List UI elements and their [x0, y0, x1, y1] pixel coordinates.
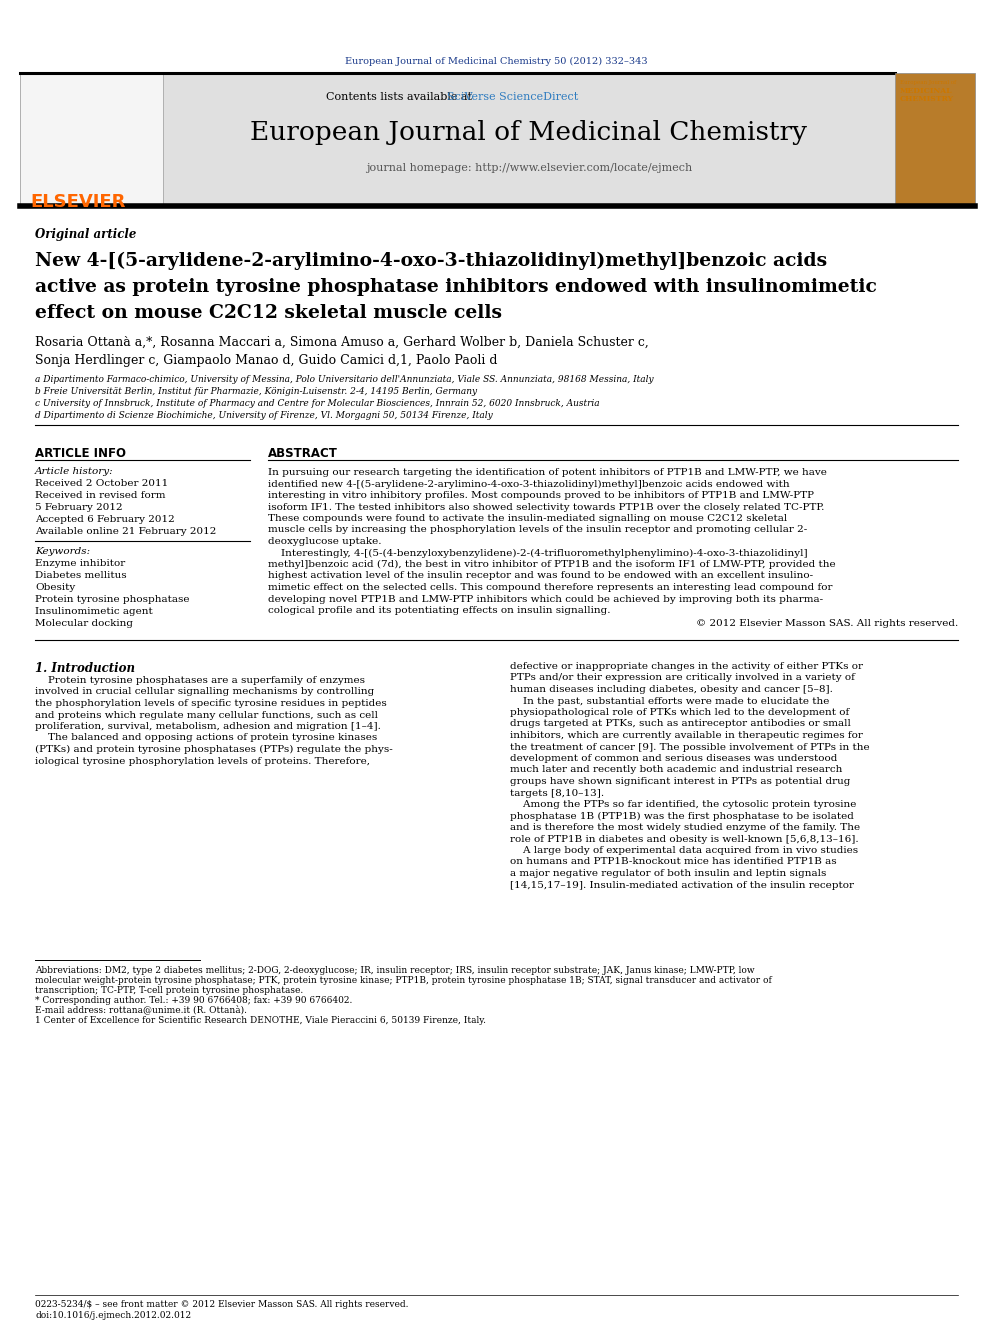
- Text: human diseases including diabetes, obesity and cancer [5–8].: human diseases including diabetes, obesi…: [510, 685, 833, 695]
- Text: d Dipartimento di Scienze Biochimiche, University of Firenze, Vl. Morgagni 50, 5: d Dipartimento di Scienze Biochimiche, U…: [35, 411, 493, 419]
- Text: cological profile and its potentiating effects on insulin signalling.: cological profile and its potentiating e…: [268, 606, 610, 615]
- Text: Among the PTPs so far identified, the cytosolic protein tyrosine: Among the PTPs so far identified, the cy…: [510, 800, 856, 808]
- Text: isoform IF1. The tested inhibitors also showed selectivity towards PTP1B over th: isoform IF1. The tested inhibitors also …: [268, 503, 824, 512]
- Text: a Dipartimento Farmaco-chimico, University of Messina, Polo Universitario dell'A: a Dipartimento Farmaco-chimico, Universi…: [35, 374, 654, 384]
- Text: proliferation, survival, metabolism, adhesion and migration [1–4].: proliferation, survival, metabolism, adh…: [35, 722, 381, 732]
- Text: Received in revised form: Received in revised form: [35, 491, 166, 500]
- Text: Received 2 October 2011: Received 2 October 2011: [35, 479, 169, 488]
- Text: Keywords:: Keywords:: [35, 546, 90, 556]
- Text: Enzyme inhibitor: Enzyme inhibitor: [35, 560, 125, 568]
- Text: 1. Introduction: 1. Introduction: [35, 662, 135, 675]
- Text: targets [8,10–13].: targets [8,10–13].: [510, 789, 604, 798]
- Text: [14,15,17–19]. Insulin-mediated activation of the insulin receptor: [14,15,17–19]. Insulin-mediated activati…: [510, 881, 854, 889]
- Text: and proteins which regulate many cellular functions, such as cell: and proteins which regulate many cellula…: [35, 710, 378, 720]
- Text: effect on mouse C2C12 skeletal muscle cells: effect on mouse C2C12 skeletal muscle ce…: [35, 304, 502, 321]
- Text: Sonja Herdlinger c, Giampaolo Manao d, Guido Camici d,1, Paolo Paoli d: Sonja Herdlinger c, Giampaolo Manao d, G…: [35, 355, 498, 366]
- Text: CHEMISTRY: CHEMISTRY: [900, 95, 954, 103]
- Text: Article history:: Article history:: [35, 467, 114, 476]
- Text: physiopathological role of PTKs which led to the development of: physiopathological role of PTKs which le…: [510, 708, 849, 717]
- Text: Protein tyrosine phosphatases are a superfamily of enzymes: Protein tyrosine phosphatases are a supe…: [35, 676, 365, 685]
- Text: The balanced and opposing actions of protein tyrosine kinases: The balanced and opposing actions of pro…: [35, 733, 377, 742]
- Text: Interestingly, 4-[(5-(4-benzyloxybenzylidene)-2-(4-trifluoromethylphenylimino)-4: Interestingly, 4-[(5-(4-benzyloxybenzyli…: [268, 549, 807, 557]
- Text: European Journal of Medicinal Chemistry: European Journal of Medicinal Chemistry: [251, 120, 807, 146]
- Text: phosphatase 1B (PTP1B) was the first phosphatase to be isolated: phosphatase 1B (PTP1B) was the first pho…: [510, 811, 854, 820]
- Text: Rosaria Ottanà a,*, Rosanna Maccari a, Simona Amuso a, Gerhard Wolber b, Daniela: Rosaria Ottanà a,*, Rosanna Maccari a, S…: [35, 336, 649, 349]
- Text: involved in crucial cellular signalling mechanisms by controlling: involved in crucial cellular signalling …: [35, 688, 374, 696]
- Text: doi:10.1016/j.ejmech.2012.02.012: doi:10.1016/j.ejmech.2012.02.012: [35, 1311, 191, 1320]
- Text: deoxyglucose uptake.: deoxyglucose uptake.: [268, 537, 382, 546]
- Text: much later and recently both academic and industrial research: much later and recently both academic an…: [510, 766, 842, 774]
- Text: European Journal of: European Journal of: [900, 79, 956, 85]
- Bar: [20, 73, 163, 206]
- Text: defective or inappropriate changes in the activity of either PTKs or: defective or inappropriate changes in th…: [510, 662, 863, 671]
- Text: In pursuing our research targeting the identification of potent inhibitors of PT: In pursuing our research targeting the i…: [268, 468, 827, 478]
- Text: and is therefore the most widely studied enzyme of the family. The: and is therefore the most widely studied…: [510, 823, 860, 832]
- Text: Obesity: Obesity: [35, 583, 75, 591]
- Text: ELSEVIER: ELSEVIER: [30, 193, 125, 210]
- Text: Insulinomimetic agent: Insulinomimetic agent: [35, 607, 153, 617]
- Text: New 4-[(5-arylidene-2-arylimino-4-oxo-3-thiazolidinyl)methyl]benzoic acids: New 4-[(5-arylidene-2-arylimino-4-oxo-3-…: [35, 251, 827, 270]
- Text: mimetic effect on the selected cells. This compound therefore represents an inte: mimetic effect on the selected cells. Th…: [268, 583, 832, 591]
- Text: SciVerse ScienceDirect: SciVerse ScienceDirect: [446, 93, 578, 102]
- Text: on humans and PTP1B-knockout mice has identified PTP1B as: on humans and PTP1B-knockout mice has id…: [510, 857, 836, 867]
- Text: ARTICLE INFO: ARTICLE INFO: [35, 447, 126, 460]
- Text: role of PTP1B in diabetes and obesity is well-known [5,6,8,13–16].: role of PTP1B in diabetes and obesity is…: [510, 835, 859, 844]
- Text: PTPs and/or their expression are critically involved in a variety of: PTPs and/or their expression are critica…: [510, 673, 855, 683]
- Text: A large body of experimental data acquired from in vivo studies: A large body of experimental data acquir…: [510, 845, 858, 855]
- Text: Original article: Original article: [35, 228, 136, 241]
- Text: active as protein tyrosine phosphatase inhibitors endowed with insulinomimetic: active as protein tyrosine phosphatase i…: [35, 278, 877, 296]
- Text: MEDICINAL: MEDICINAL: [900, 87, 952, 95]
- Text: inhibitors, which are currently available in therapeutic regimes for: inhibitors, which are currently availabl…: [510, 732, 863, 740]
- Text: © 2012 Elsevier Masson SAS. All rights reserved.: © 2012 Elsevier Masson SAS. All rights r…: [695, 619, 958, 628]
- Text: 0223-5234/$ – see front matter © 2012 Elsevier Masson SAS. All rights reserved.: 0223-5234/$ – see front matter © 2012 El…: [35, 1301, 409, 1308]
- Text: Molecular docking: Molecular docking: [35, 619, 133, 628]
- Text: Available online 21 February 2012: Available online 21 February 2012: [35, 527, 216, 536]
- Text: Accepted 6 February 2012: Accepted 6 February 2012: [35, 515, 175, 524]
- Text: groups have shown significant interest in PTPs as potential drug: groups have shown significant interest i…: [510, 777, 850, 786]
- Text: development of common and serious diseases was understood: development of common and serious diseas…: [510, 754, 837, 763]
- Text: ABSTRACT: ABSTRACT: [268, 447, 338, 460]
- Text: In the past, substantial efforts were made to elucidate the: In the past, substantial efforts were ma…: [510, 696, 829, 705]
- Text: drugs targeted at PTKs, such as antireceptor antibodies or small: drugs targeted at PTKs, such as antirece…: [510, 720, 851, 729]
- Text: methyl]benzoic acid (7d), the best in vitro inhibitor of PTP1B and the isoform I: methyl]benzoic acid (7d), the best in vi…: [268, 560, 835, 569]
- Text: muscle cells by increasing the phosphorylation levels of the insulin receptor an: muscle cells by increasing the phosphory…: [268, 525, 807, 534]
- Text: identified new 4-[(5-arylidene-2-arylimino-4-oxo-3-thiazolidinyl)methyl]benzoic : identified new 4-[(5-arylidene-2-arylimi…: [268, 479, 790, 488]
- Text: iological tyrosine phosphorylation levels of proteins. Therefore,: iological tyrosine phosphorylation level…: [35, 757, 370, 766]
- Text: Protein tyrosine phosphatase: Protein tyrosine phosphatase: [35, 595, 189, 605]
- Text: Contents lists available at: Contents lists available at: [326, 93, 476, 102]
- Text: 1 Center of Excellence for Scientific Research DENOTHE, Viale Pieraccini 6, 5013: 1 Center of Excellence for Scientific Re…: [35, 1016, 486, 1025]
- Text: the treatment of cancer [9]. The possible involvement of PTPs in the: the treatment of cancer [9]. The possibl…: [510, 742, 870, 751]
- Text: E-mail address: rottana@unime.it (R. Ottanà).: E-mail address: rottana@unime.it (R. Ott…: [35, 1005, 247, 1016]
- Text: molecular weight-protein tyrosine phosphatase; PTK, protein tyrosine kinase; PTP: molecular weight-protein tyrosine phosph…: [35, 976, 772, 986]
- Text: a major negative regulator of both insulin and leptin signals: a major negative regulator of both insul…: [510, 869, 826, 878]
- Text: c University of Innsbruck, Institute of Pharmacy and Centre for Molecular Biosci: c University of Innsbruck, Institute of …: [35, 400, 599, 407]
- Text: interesting in vitro inhibitory profiles. Most compounds proved to be inhibitors: interesting in vitro inhibitory profiles…: [268, 491, 814, 500]
- Bar: [895, 73, 975, 206]
- Text: Abbreviations: DM2, type 2 diabetes mellitus; 2-DOG, 2-deoxyglucose; IR, insulin: Abbreviations: DM2, type 2 diabetes mell…: [35, 966, 755, 975]
- Text: b Freie Universität Berlin, Institut für Pharmazie, Königin-Luisenstr. 2-4, 1419: b Freie Universität Berlin, Institut für…: [35, 388, 477, 396]
- Text: journal homepage: http://www.elsevier.com/locate/ejmech: journal homepage: http://www.elsevier.co…: [366, 163, 692, 173]
- Bar: [20, 73, 895, 206]
- Text: developing novel PTP1B and LMW-PTP inhibitors which could be achieved by improvi: developing novel PTP1B and LMW-PTP inhib…: [268, 594, 823, 603]
- Text: * Corresponding author. Tel.: +39 90 6766408; fax: +39 90 6766402.: * Corresponding author. Tel.: +39 90 676…: [35, 996, 352, 1005]
- Text: 5 February 2012: 5 February 2012: [35, 503, 123, 512]
- Text: Diabetes mellitus: Diabetes mellitus: [35, 572, 127, 579]
- Text: These compounds were found to activate the insulin-mediated signalling on mouse : These compounds were found to activate t…: [268, 515, 788, 523]
- Text: transcription; TC-PTP, T-cell protein tyrosine phosphatase.: transcription; TC-PTP, T-cell protein ty…: [35, 986, 304, 995]
- Text: (PTKs) and protein tyrosine phosphatases (PTPs) regulate the phys-: (PTKs) and protein tyrosine phosphatases…: [35, 745, 393, 754]
- Text: European Journal of Medicinal Chemistry 50 (2012) 332–343: European Journal of Medicinal Chemistry …: [344, 57, 648, 66]
- Text: the phosphorylation levels of specific tyrosine residues in peptides: the phosphorylation levels of specific t…: [35, 699, 387, 708]
- Text: highest activation level of the insulin receptor and was found to be endowed wit: highest activation level of the insulin …: [268, 572, 813, 581]
